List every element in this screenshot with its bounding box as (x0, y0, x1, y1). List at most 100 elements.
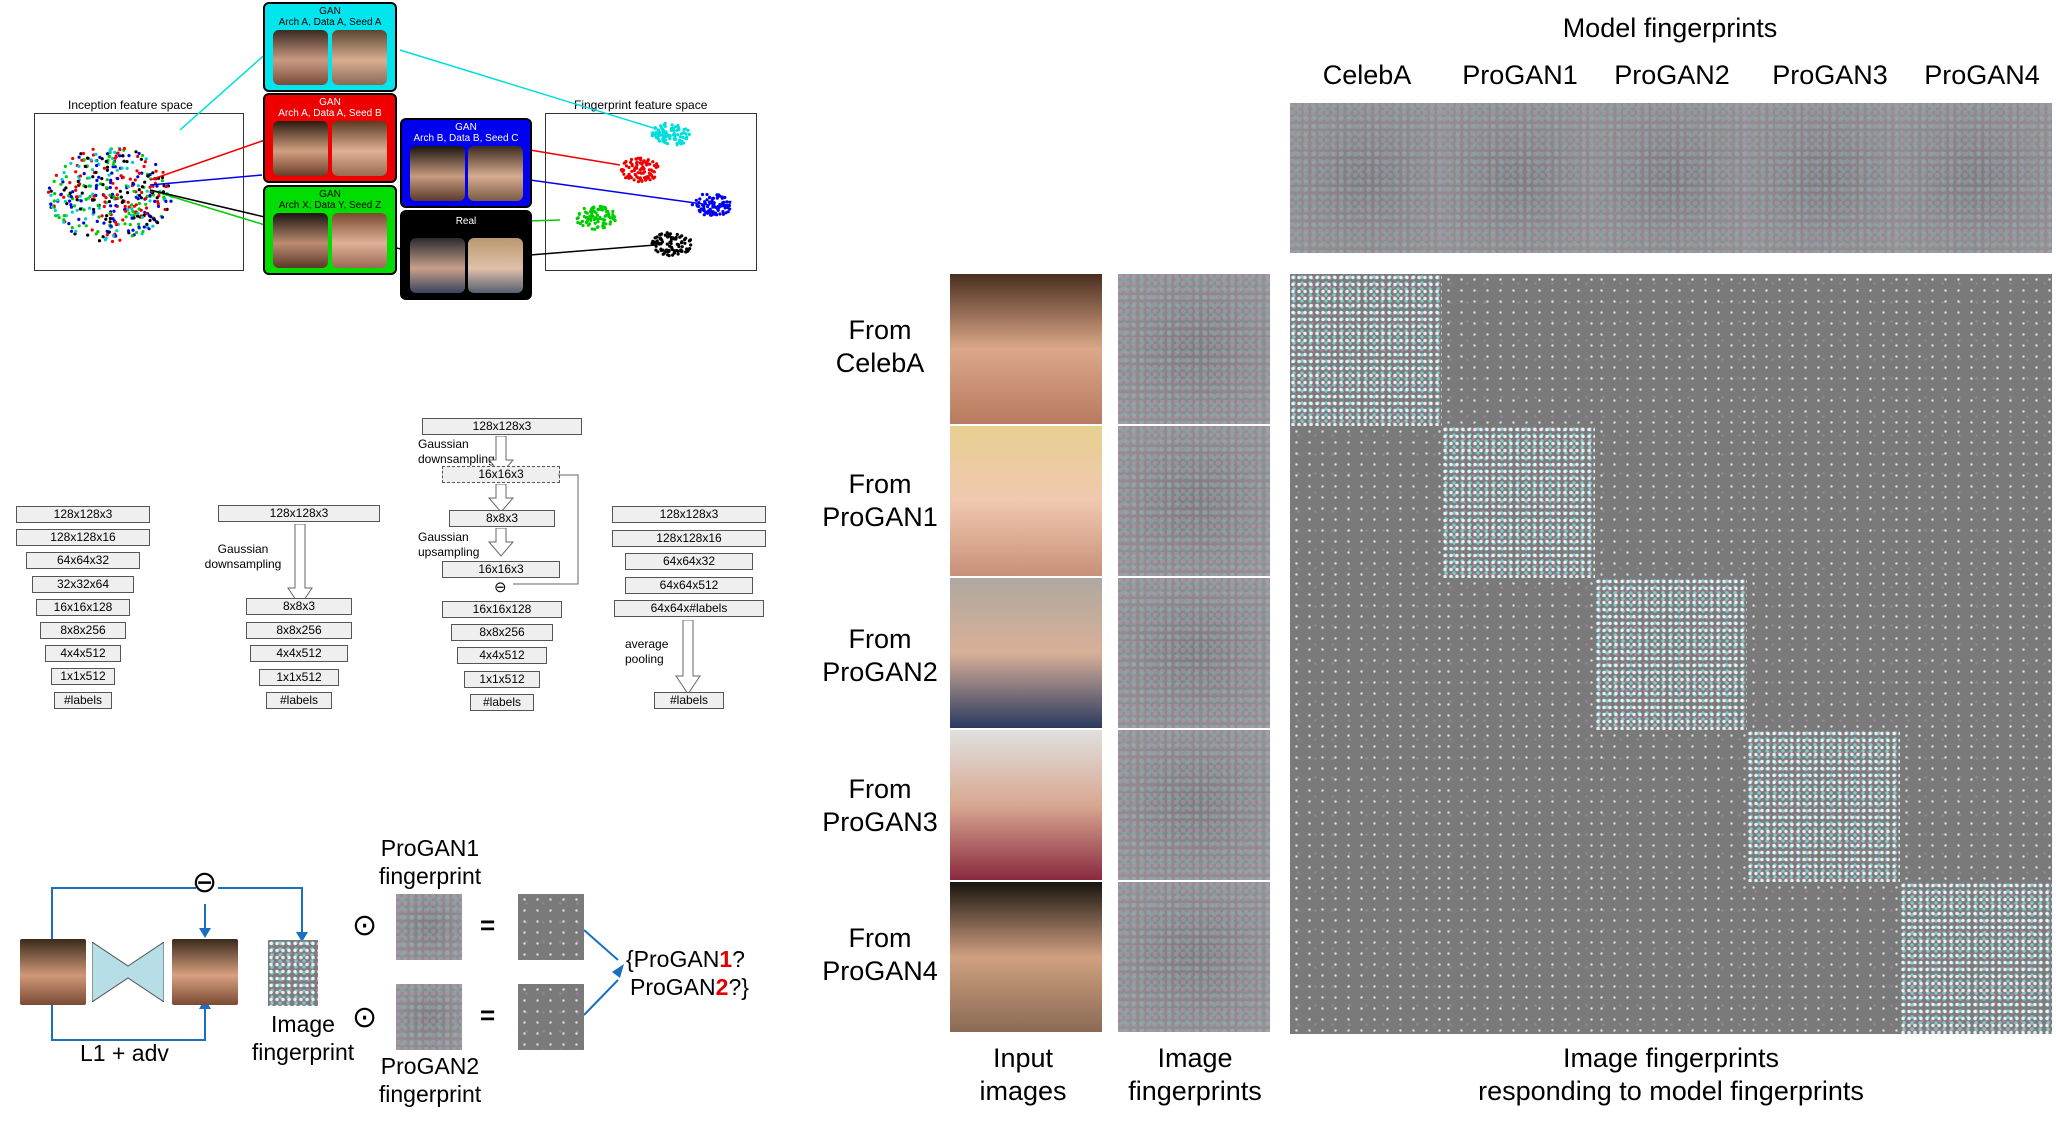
inception-point (69, 229, 74, 233)
inception-point (56, 213, 60, 217)
inception-point (130, 234, 134, 238)
inception-point (114, 154, 118, 158)
fingerprint-point (635, 175, 639, 179)
inception-label: Inception feature space (68, 98, 193, 112)
inception-point (56, 198, 60, 202)
arch3-mid-layer: 16x16x3 (442, 466, 560, 483)
inception-point (81, 151, 86, 156)
inception-point (86, 233, 90, 237)
equals-2: = (480, 1000, 496, 1030)
inception-point (101, 235, 105, 239)
inception-point (95, 178, 99, 183)
column-header: ProGAN1 (1462, 60, 1578, 90)
model-fingerprint (1290, 103, 1443, 253)
fingerprint-point (590, 227, 594, 231)
fingerprint-point (725, 203, 730, 207)
real-group: Real (400, 210, 532, 300)
inception-point (115, 168, 119, 172)
inception-point (49, 202, 53, 206)
group-b-sub: Arch A, Data A, Seed B (278, 108, 382, 119)
inception-point (161, 170, 165, 174)
inception-point (54, 173, 59, 177)
inception-point (112, 194, 116, 199)
inception-point (111, 234, 115, 238)
inception-point (111, 181, 115, 185)
inception-point (88, 206, 92, 210)
inception-point (154, 169, 158, 173)
inception-point (78, 194, 82, 198)
inception-point (156, 204, 161, 208)
fingerprint-point (592, 205, 596, 209)
fingerprint-point (632, 178, 636, 182)
face-thumbnail (332, 213, 387, 268)
inception-point (145, 189, 149, 193)
inception-point (140, 190, 144, 195)
inception-point (136, 175, 140, 179)
arch2-note: Gaussian downsampling (204, 542, 282, 571)
fingerprint-point (594, 216, 599, 221)
inception-point (121, 175, 125, 179)
fingerprint-point (680, 240, 684, 244)
inception-point (136, 184, 140, 188)
inception-point (67, 194, 71, 198)
arch3-a-layer: 8x8x3 (449, 510, 555, 527)
inception-point (127, 205, 131, 209)
model-fingerprint (1594, 103, 1748, 253)
inception-point (84, 217, 88, 221)
inception-point (91, 153, 96, 157)
inception-point (149, 215, 153, 219)
fingerprint-point (708, 201, 712, 205)
fingerprint-point (581, 223, 585, 228)
fingerprint-point (633, 172, 637, 177)
face-thumbnail (410, 146, 465, 201)
inception-point (137, 151, 141, 156)
group-c-sub: Arch B, Data B, Seed C (413, 133, 519, 144)
arch1-layer: 8x8x256 (40, 622, 126, 639)
inception-point (102, 193, 106, 198)
fingerprint-point (639, 158, 643, 162)
arch4-layer: 64x64x512 (625, 576, 753, 594)
fingerprint-point (684, 127, 688, 131)
fingerprint-point (593, 227, 597, 231)
image-fingerprint-tile (268, 940, 318, 1006)
fingerprint-point (694, 198, 698, 202)
arch1-layer: 1x1x512 (51, 668, 115, 686)
inception-point (97, 215, 101, 219)
inception-point (163, 207, 167, 212)
fingerprint-point (663, 121, 667, 125)
inception-point (82, 208, 86, 212)
arch3-skip-line (513, 474, 579, 585)
inception-point (129, 213, 134, 217)
fingerprint-point (595, 213, 600, 217)
fingerprint-point (588, 222, 592, 226)
inception-point (69, 161, 73, 165)
response-cell (1747, 882, 1900, 1034)
fingerprint-point (638, 176, 642, 180)
inception-point (99, 182, 103, 186)
inception-point (107, 154, 111, 158)
fingerprint-point (576, 216, 580, 220)
fingerprint-point (651, 239, 655, 243)
inception-point (91, 175, 95, 179)
fingerprint-point (663, 233, 668, 237)
fingerprint-point (635, 161, 639, 165)
progan2-fingerprint-tile (396, 984, 462, 1050)
inception-point (146, 174, 150, 178)
fingerprint-point (712, 212, 717, 216)
fingerprint-point (666, 253, 670, 257)
fingerprint-point (671, 126, 676, 130)
inception-point (69, 203, 73, 207)
fingerprint-point (705, 198, 709, 202)
inception-point (111, 163, 115, 167)
inception-point (115, 229, 119, 233)
inception-point (131, 228, 135, 232)
inception-point (105, 186, 109, 190)
inception-point (125, 166, 129, 170)
fingerprint-point (651, 242, 655, 246)
inception-point (130, 203, 134, 207)
inception-point (151, 193, 155, 197)
inception-point (164, 184, 168, 189)
fingerprint-point (601, 208, 605, 212)
inception-point (139, 208, 143, 212)
inception-point (114, 186, 118, 190)
